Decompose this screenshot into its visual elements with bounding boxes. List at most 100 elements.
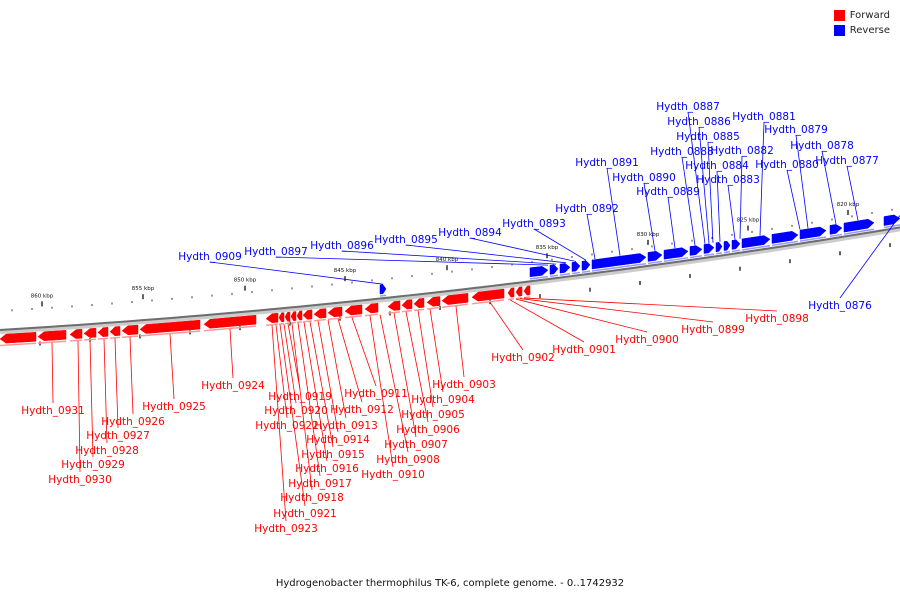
reverse-gene xyxy=(647,251,663,262)
forward-gene-shadow xyxy=(302,320,313,323)
reverse-gene xyxy=(591,253,647,270)
leader-line xyxy=(317,320,339,433)
forward-swatch xyxy=(833,10,845,21)
gene-label: Hydth_0915 xyxy=(301,449,365,461)
reverse-gene xyxy=(799,226,827,240)
reverse-gene-shadow xyxy=(591,262,647,272)
forward-gene-shadow xyxy=(69,339,83,342)
gene-label: Hydth_0893 xyxy=(502,218,566,230)
leader-line xyxy=(515,298,648,333)
leader-line xyxy=(839,215,900,299)
forward-gene xyxy=(441,293,469,305)
reverse-gene-shadow xyxy=(741,244,771,251)
reverse-gene-shadow xyxy=(689,255,703,259)
gene-label: Hydth_0910 xyxy=(361,469,425,481)
legend-forward-label: Forward xyxy=(849,10,890,21)
forward-gene-shadow xyxy=(401,309,413,313)
forward-gene-shadow xyxy=(523,296,531,299)
scale-tick-label: 820 kbp xyxy=(837,202,860,208)
gene-label: Hydth_0903 xyxy=(432,379,496,391)
leader-line xyxy=(103,339,108,444)
leader-line xyxy=(393,312,417,438)
leader-line xyxy=(129,337,134,415)
reverse-gene xyxy=(771,231,799,244)
gene-label: Hydth_0930 xyxy=(48,474,112,486)
genome-backbone xyxy=(0,226,900,331)
gene-label: Hydth_0922 xyxy=(255,420,319,432)
leader-line xyxy=(283,324,297,404)
gene-label: Hydth_0925 xyxy=(142,401,206,413)
legend: Forward Reverse xyxy=(833,8,890,38)
reverse-gene xyxy=(379,284,387,295)
gene-label: Hydth_0878 xyxy=(790,140,854,152)
reverse-gene xyxy=(559,263,571,274)
leader-line xyxy=(417,310,434,408)
leader-line xyxy=(606,167,621,256)
forward-gene-shadow xyxy=(97,337,109,340)
leader-line xyxy=(727,184,736,240)
gene-label: Hydth_0900 xyxy=(615,334,679,346)
gene-label: Hydth_0916 xyxy=(295,463,359,475)
gene-label: Hydth_0929 xyxy=(61,459,125,471)
reverse-gene-shadow xyxy=(731,249,741,253)
gene-label: Hydth_0918 xyxy=(280,492,344,504)
forward-gene xyxy=(69,328,83,339)
forward-gene xyxy=(413,298,425,309)
gene-label: Hydth_0923 xyxy=(254,523,318,535)
forward-gene xyxy=(471,288,505,302)
forward-gene xyxy=(83,327,97,338)
reverse-gene xyxy=(741,235,771,249)
forward-gene xyxy=(290,311,297,321)
forward-gene xyxy=(97,327,109,337)
gene-label: Hydth_0913 xyxy=(314,420,378,432)
leader-line xyxy=(429,309,444,393)
leader-line xyxy=(114,338,119,429)
gene-label: Hydth_0927 xyxy=(86,430,150,442)
reverse-gene xyxy=(581,260,591,271)
gene-label: Hydth_0894 xyxy=(438,227,502,239)
gene-label: Hydth_0884 xyxy=(685,160,749,172)
forward-gene-shadow xyxy=(471,299,505,305)
reverse-gene xyxy=(529,266,549,278)
reverse-gene xyxy=(703,243,715,254)
gene-label: Hydth_0919 xyxy=(268,391,332,403)
forward-gene xyxy=(426,296,441,307)
reverse-gene-shadow xyxy=(715,252,723,255)
gene-label: Hydth_0914 xyxy=(306,434,370,446)
leader-line xyxy=(643,182,656,252)
gene-label: Hydth_0902 xyxy=(491,352,555,364)
leader-line xyxy=(271,325,287,522)
leader-line xyxy=(405,244,567,264)
gene-label: Hydth_0890 xyxy=(612,172,676,184)
forward-gene-shadow xyxy=(441,303,469,309)
reverse-gene-shadow xyxy=(663,257,689,262)
leader-line xyxy=(337,318,363,403)
reverse-gene xyxy=(883,214,900,226)
forward-gene xyxy=(37,330,67,341)
reverse-gene xyxy=(571,261,581,272)
reverse-gene-shadow xyxy=(571,271,581,275)
leader-line xyxy=(351,317,377,387)
legend-forward: Forward xyxy=(833,8,890,23)
gene-label: Hydth_0926 xyxy=(101,416,165,428)
gene-label: Hydth_0924 xyxy=(201,380,265,392)
leader-line xyxy=(786,169,801,230)
gene-label: Hydth_0888 xyxy=(650,146,714,158)
scale-tick-label: 835 kbp xyxy=(536,245,559,251)
leader-line xyxy=(275,256,549,266)
scale-tick-label: 840 kbp xyxy=(436,257,459,263)
gene-label: Hydth_0906 xyxy=(396,424,460,436)
leader-line xyxy=(303,322,328,462)
forward-gene xyxy=(523,285,531,296)
gene-label: Hydth_0892 xyxy=(555,203,619,215)
scale-tick-label: 845 kbp xyxy=(334,268,357,274)
gene-label: Hydth_0895 xyxy=(374,234,438,246)
gene-label: Hydth_0897 xyxy=(244,246,308,258)
leader-line xyxy=(759,121,765,236)
reverse-swatch xyxy=(833,25,845,36)
forward-gene-shadow xyxy=(265,323,279,327)
scale-tick-label: 855 kbp xyxy=(132,286,155,292)
scale-tick-label: 825 kbp xyxy=(737,218,760,224)
gene-label: Hydth_0908 xyxy=(376,454,440,466)
gene-label: Hydth_0891 xyxy=(575,157,639,169)
